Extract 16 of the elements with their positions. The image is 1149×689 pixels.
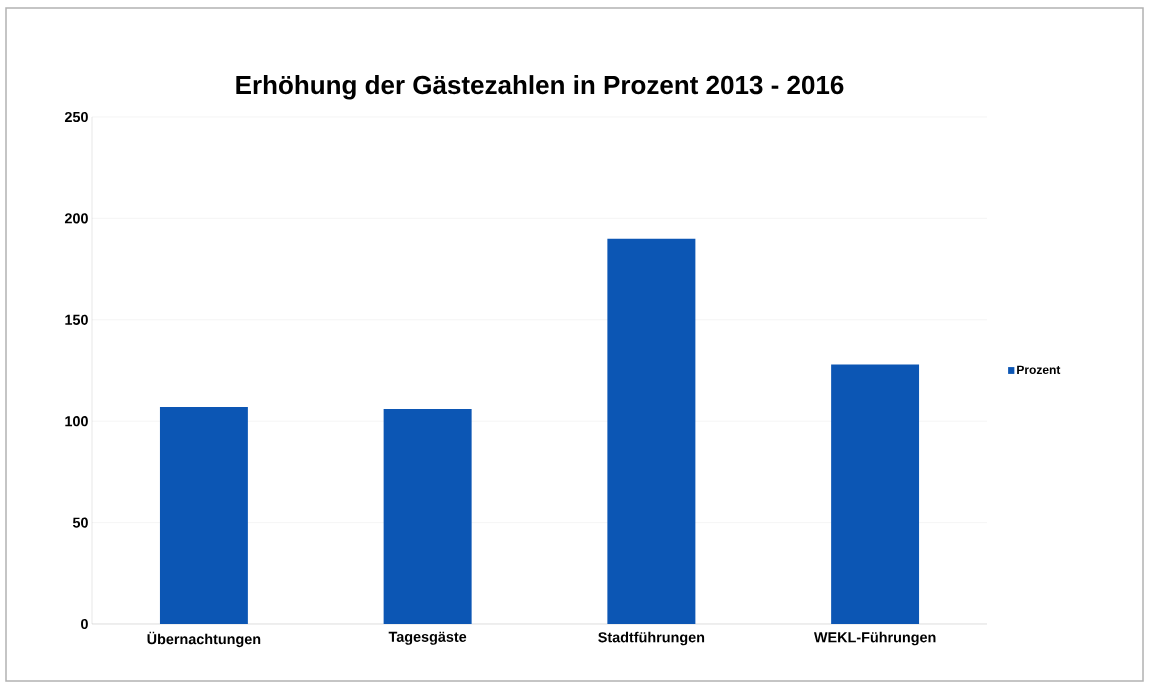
x-tick-label: Stadtführungen xyxy=(598,631,705,646)
y-tick-label: 0 xyxy=(81,618,88,630)
x-tick-label: Tagesgäste xyxy=(388,631,467,645)
y-tick-label: 200 xyxy=(64,213,88,224)
x-tick-label: Übernachtungen xyxy=(147,631,261,648)
legend-label: Prozent xyxy=(1017,365,1061,374)
bar xyxy=(383,409,472,624)
y-tick-label: 250 xyxy=(64,111,88,123)
y-tick-label: 50 xyxy=(72,517,88,528)
x-tick-label: WEKL-Führungen xyxy=(813,631,936,646)
y-tick-label: 150 xyxy=(65,314,88,325)
bar xyxy=(607,238,696,624)
chart-title: Erhöhung der Gästezahlen in Prozent 2013 - 2016 xyxy=(236,75,844,100)
y-tick-label: 100 xyxy=(65,416,88,427)
bar xyxy=(159,407,248,624)
bar xyxy=(831,364,920,624)
